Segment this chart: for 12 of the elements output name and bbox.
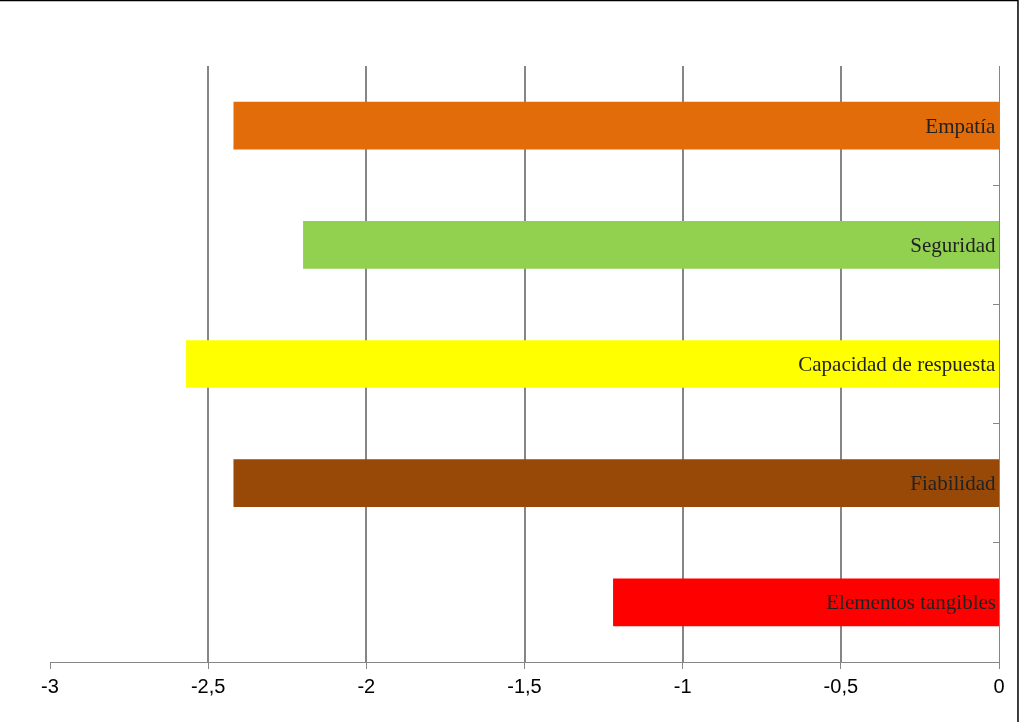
x-tick-label: 0 bbox=[993, 675, 1005, 697]
x-tick-label: -3 bbox=[41, 675, 59, 697]
y-tick-label: Capacidad de respuesta bbox=[798, 352, 996, 376]
y-tick-label: Elementos tangibles bbox=[826, 590, 996, 615]
y-tick-label: Seguridad bbox=[910, 232, 996, 257]
y-tick-label: Empatía bbox=[925, 113, 996, 138]
x-tick-label: -0,5 bbox=[823, 675, 859, 697]
x-tick-label: -2 bbox=[357, 675, 376, 697]
x-tick-label: -1 bbox=[673, 675, 692, 697]
x-tick-label: -1,5 bbox=[507, 675, 542, 697]
x-tick-label: -2,5 bbox=[190, 675, 226, 697]
y-tick-label: Fiabilidad bbox=[910, 471, 996, 496]
